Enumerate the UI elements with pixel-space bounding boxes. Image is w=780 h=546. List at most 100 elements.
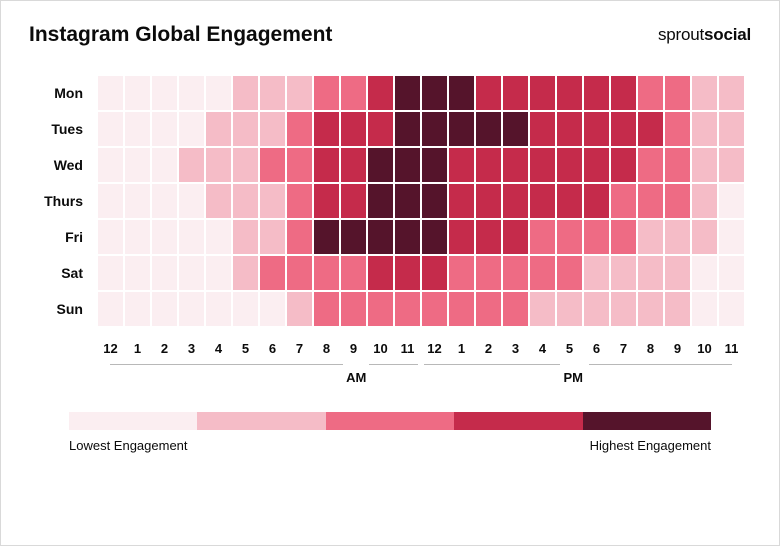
heatmap-row [97, 183, 745, 219]
heatmap-cell [233, 112, 258, 146]
heatmap-cell [287, 256, 312, 290]
day-label: Mon [35, 75, 89, 111]
heatmap-cell [476, 76, 501, 110]
heatmap-cell [341, 184, 366, 218]
day-labels: MonTuesWedThursFriSatSun [35, 75, 89, 327]
legend-text: Lowest Engagement Highest Engagement [69, 438, 711, 453]
heatmap-cell [611, 256, 636, 290]
hour-label: 2 [151, 341, 178, 356]
heatmap-cell [530, 112, 555, 146]
heatmap-cell [503, 256, 528, 290]
heatmap-cell [557, 256, 582, 290]
heatmap-row [97, 219, 745, 255]
heatmap-grid [97, 75, 745, 327]
heatmap-cell [422, 148, 447, 182]
heatmap-cell [287, 220, 312, 254]
heatmap-cell [503, 76, 528, 110]
heatmap-cell [476, 112, 501, 146]
heatmap-cell [503, 220, 528, 254]
heatmap-cell [341, 148, 366, 182]
heatmap-cell [206, 292, 231, 326]
legend-segment [197, 412, 325, 430]
heatmap-cell [584, 148, 609, 182]
heatmap-cell [611, 148, 636, 182]
heatmap-area: MonTuesWedThursFriSatSun [35, 75, 745, 327]
heatmap-cell [368, 220, 393, 254]
heatmap-cell [233, 148, 258, 182]
heatmap-cell [422, 184, 447, 218]
heatmap-cell [692, 184, 717, 218]
day-label: Tues [35, 111, 89, 147]
heatmap-cell [611, 220, 636, 254]
heatmap-cell [179, 292, 204, 326]
heatmap-cell [368, 184, 393, 218]
heatmap-cell [260, 292, 285, 326]
heatmap-cell [692, 112, 717, 146]
heatmap-cell [395, 292, 420, 326]
hour-label: 3 [502, 341, 529, 356]
heatmap-cell [719, 220, 744, 254]
heatmap-cell [449, 76, 474, 110]
heatmap-cell [260, 112, 285, 146]
day-label: Sat [35, 255, 89, 291]
hour-label: 4 [529, 341, 556, 356]
heatmap-cell [665, 112, 690, 146]
heatmap-row [97, 147, 745, 183]
heatmap-cell [125, 220, 150, 254]
heatmap-cell [719, 76, 744, 110]
heatmap-cell [287, 112, 312, 146]
am-label: AM [346, 370, 366, 385]
heatmap-cell [98, 76, 123, 110]
heatmap-cell [152, 112, 177, 146]
heatmap-cell [152, 76, 177, 110]
heatmap-cell [206, 76, 231, 110]
heatmap-cell [341, 292, 366, 326]
hour-label: 7 [286, 341, 313, 356]
brand-logo: sproutsocial [658, 25, 751, 45]
heatmap-cell [260, 148, 285, 182]
heatmap-cell [368, 292, 393, 326]
heatmap-cell [665, 292, 690, 326]
heatmap-cell [449, 256, 474, 290]
heatmap-cell [638, 112, 663, 146]
heatmap-cell [233, 184, 258, 218]
brand-light: sprout [658, 25, 704, 44]
heatmap-cell [233, 76, 258, 110]
heatmap-cell [476, 148, 501, 182]
heatmap-cell [125, 148, 150, 182]
heatmap-cell [206, 220, 231, 254]
heatmap-cell [557, 112, 582, 146]
heatmap-cell [314, 256, 339, 290]
heatmap-cell [422, 112, 447, 146]
heatmap-cell [584, 76, 609, 110]
chart-title: Instagram Global Engagement [29, 23, 332, 47]
heatmap-cell [638, 184, 663, 218]
heatmap-cell [449, 148, 474, 182]
heatmap-cell [638, 148, 663, 182]
heatmap-cell [584, 112, 609, 146]
heatmap-row [97, 111, 745, 147]
hour-label: 2 [475, 341, 502, 356]
heatmap-cell [584, 220, 609, 254]
hour-label: 1 [124, 341, 151, 356]
heatmap-cell [584, 184, 609, 218]
heatmap-cell [152, 292, 177, 326]
heatmap-cell [692, 76, 717, 110]
heatmap-cell [719, 184, 744, 218]
heatmap-cell [557, 148, 582, 182]
heatmap-cell [179, 112, 204, 146]
hour-label: 10 [691, 341, 718, 356]
heatmap-cell [476, 184, 501, 218]
heatmap-cell [98, 112, 123, 146]
hour-label: 12 [421, 341, 448, 356]
heatmap-cell [557, 292, 582, 326]
heatmap-cell [692, 256, 717, 290]
header: Instagram Global Engagement sproutsocial [29, 23, 751, 47]
hour-label: 8 [637, 341, 664, 356]
heatmap-cell [557, 76, 582, 110]
heatmap-cell [152, 184, 177, 218]
heatmap-cell [98, 184, 123, 218]
heatmap-cell [260, 220, 285, 254]
heatmap-cell [314, 292, 339, 326]
heatmap-cell [584, 292, 609, 326]
